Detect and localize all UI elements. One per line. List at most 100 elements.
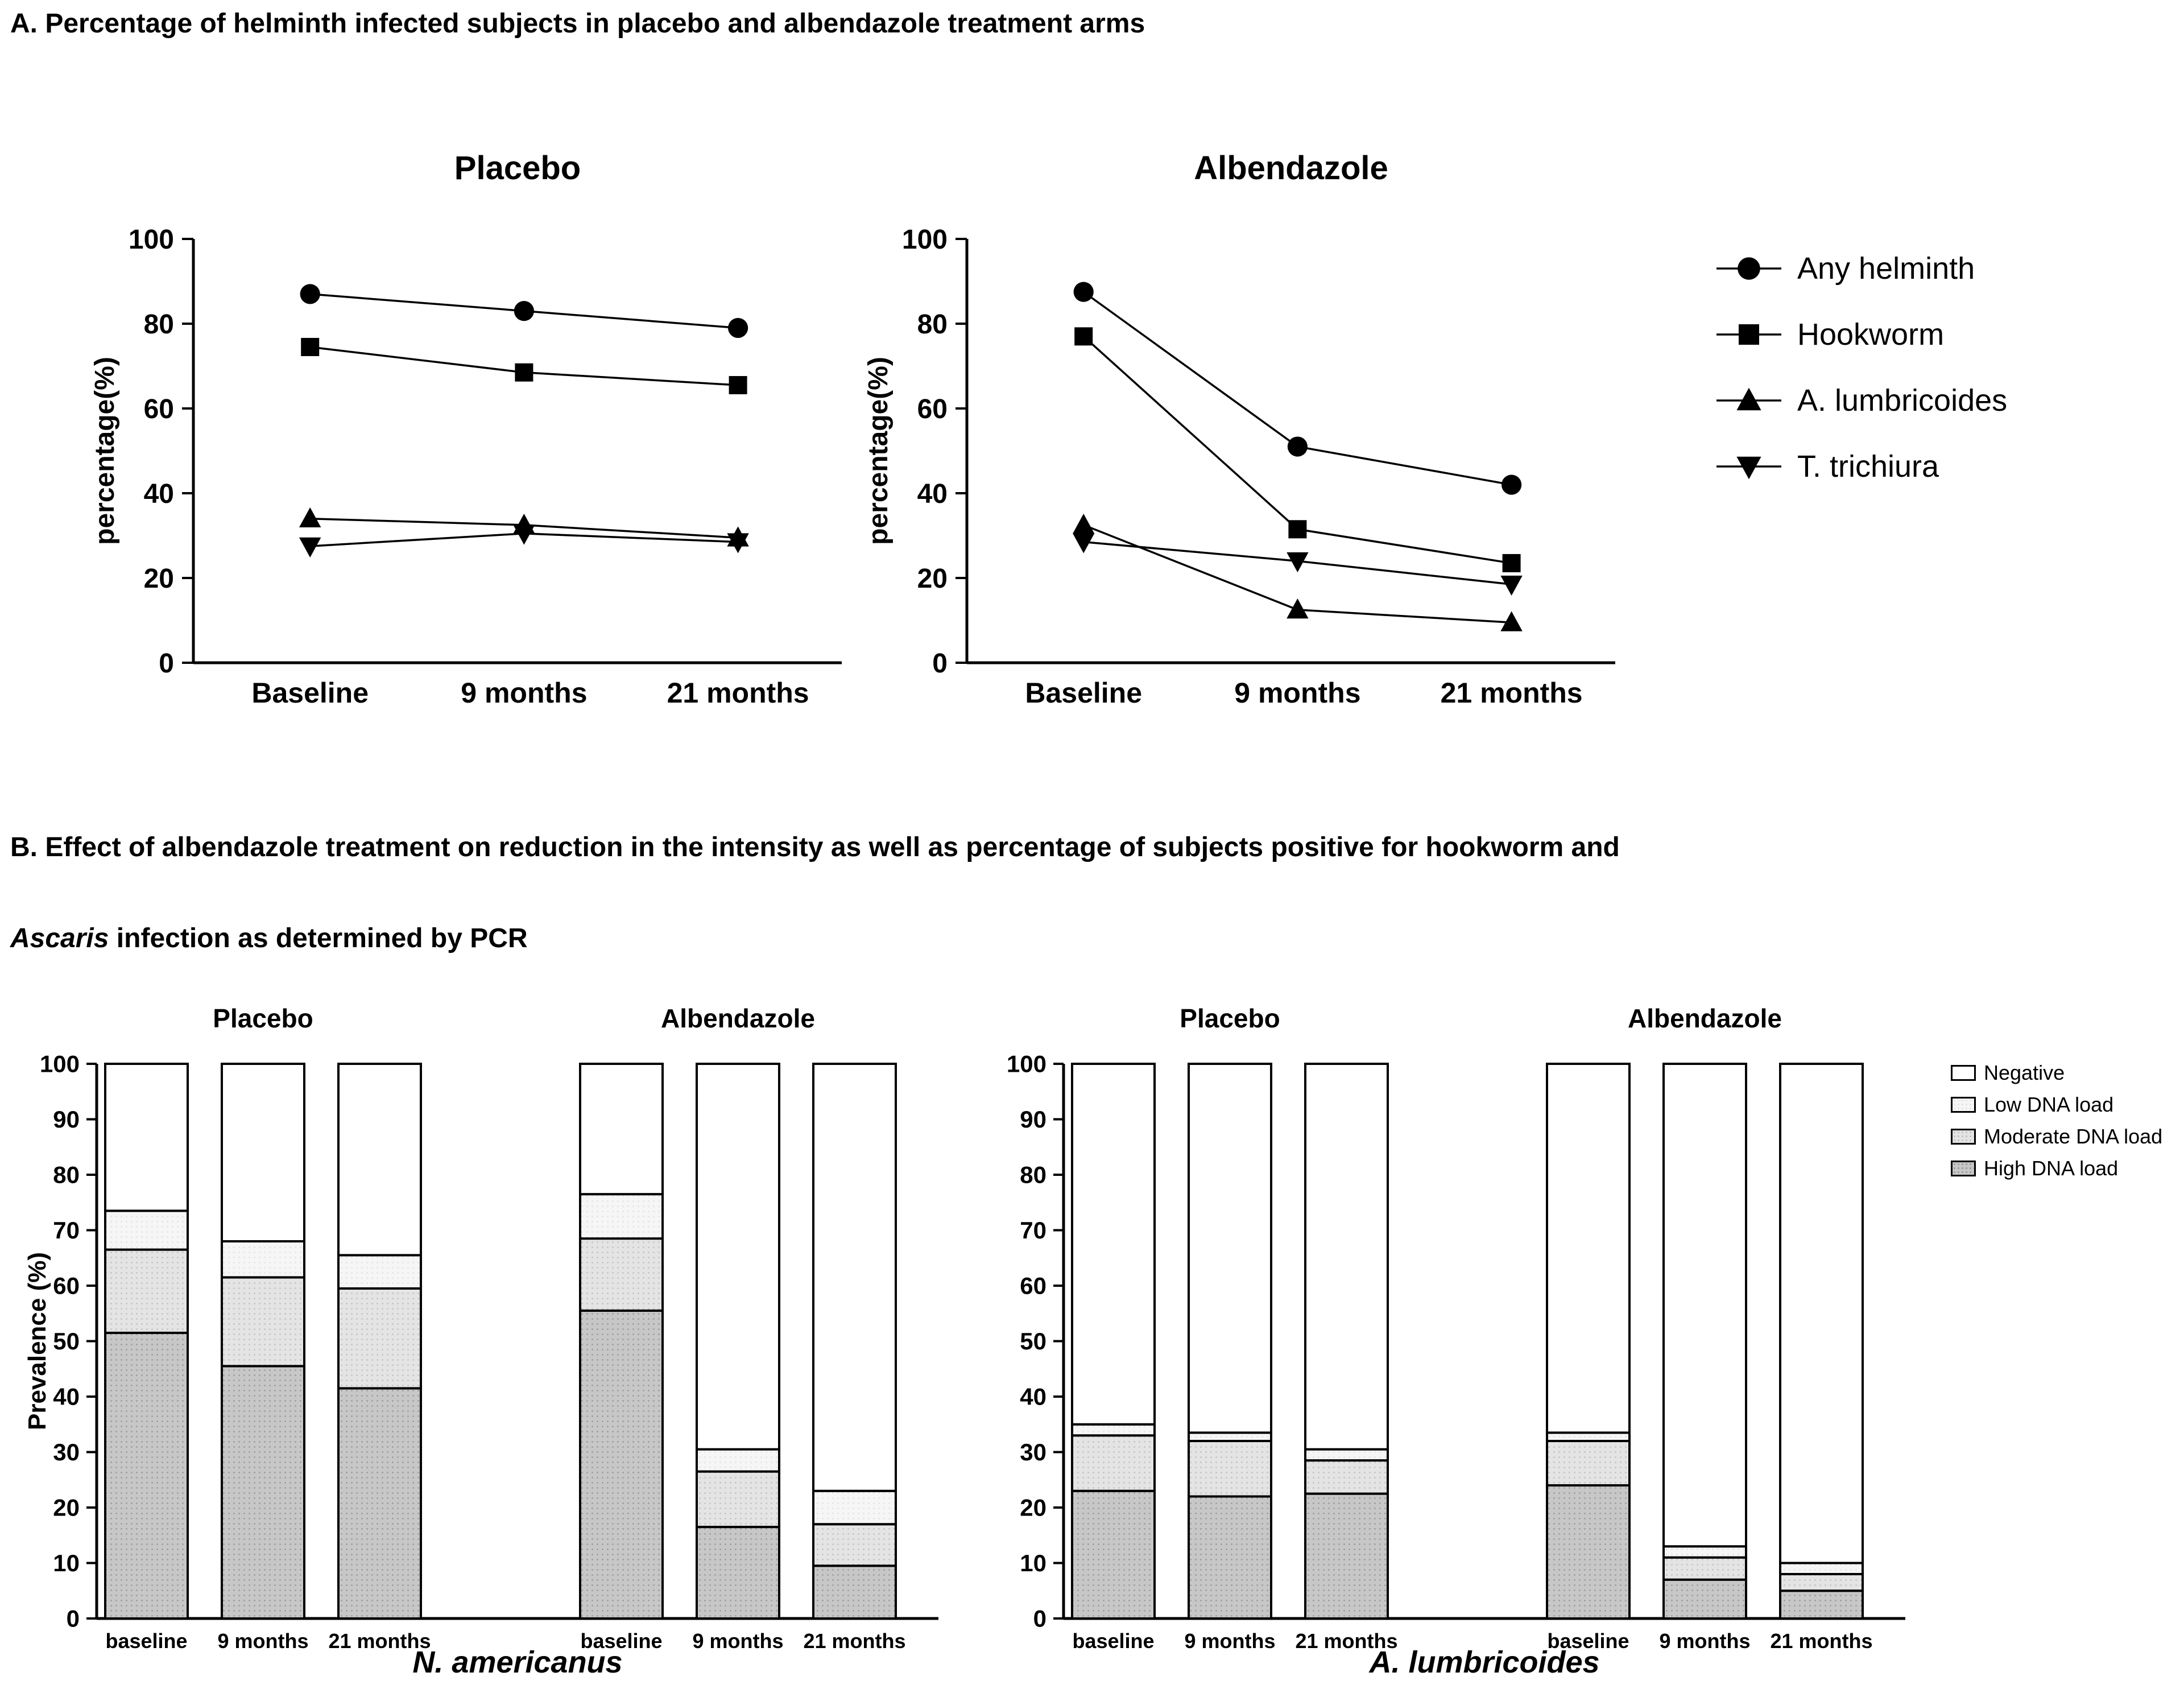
y-axis-label: Prevalence (%) xyxy=(23,1252,51,1430)
y-tick-label: 20 xyxy=(144,564,174,594)
triangle-down-legend-marker xyxy=(1716,456,1781,480)
marker-triangle-up xyxy=(299,507,321,528)
series-any-helminth xyxy=(1073,282,1522,495)
y-tick-label: 30 xyxy=(53,1439,80,1465)
y-tick-label: 70 xyxy=(1020,1217,1046,1244)
y-tick-label: 100 xyxy=(1007,1051,1046,1077)
marker-triangle-down xyxy=(727,533,749,554)
x-tick-label: 9 months xyxy=(1234,677,1360,709)
legend-label: High DNA load xyxy=(1984,1157,2119,1180)
segment-negative xyxy=(1779,1063,1864,1564)
y-tick-label: 0 xyxy=(932,649,948,679)
marker-circle xyxy=(300,284,320,304)
marker-circle xyxy=(1502,474,1522,495)
segment-high xyxy=(812,1564,897,1620)
segment-negative xyxy=(812,1063,897,1492)
marker-circle xyxy=(1738,257,1760,280)
y-tick-label: 80 xyxy=(917,309,948,340)
x-tick-label: baseline xyxy=(1072,1629,1154,1653)
panel-a-legend: Any helminth Hookworm A. lumbricoides T. tr… xyxy=(1712,250,2007,485)
segment-high xyxy=(221,1365,305,1620)
legend-item-high: High DNA load xyxy=(1951,1157,2162,1180)
x-tick-label: baseline xyxy=(1547,1629,1629,1653)
segment-high xyxy=(579,1309,664,1620)
legend-item-a-lumbricoides: A. lumbricoides xyxy=(1712,382,2007,419)
y-tick-label: 70 xyxy=(53,1217,80,1244)
segment-moderate xyxy=(1779,1573,1864,1592)
square-legend-marker xyxy=(1716,324,1781,345)
legend-item-any-helminth: Any helminth xyxy=(1712,250,2007,287)
x-tick-label: 9 months xyxy=(692,1629,783,1653)
stacked-bar-chart-a-lumbricoides: 0 10 20 30 40 50 60 70 80 90 100 Placebo baseline 9 m… xyxy=(1007,1004,1905,1679)
circle-legend-marker xyxy=(1716,257,1781,280)
marker-square xyxy=(1739,324,1759,345)
legend-item-moderate: Moderate DNA load xyxy=(1951,1125,2162,1149)
y-tick-label: 60 xyxy=(53,1273,80,1299)
segment-negative xyxy=(1662,1063,1747,1548)
y-tick-label: 60 xyxy=(144,394,174,424)
marker-square xyxy=(1502,554,1521,572)
segment-low xyxy=(1304,1448,1389,1462)
segment-low xyxy=(579,1193,664,1240)
segment-low xyxy=(1071,1423,1156,1437)
y-tick-label: 60 xyxy=(917,394,948,424)
panel-a-title: A. Percentage of helminth infected subje… xyxy=(10,9,1145,39)
x-tick-label: 21 months xyxy=(803,1629,905,1653)
bar-albendazole-21-months xyxy=(812,1063,897,1620)
y-tick-label: 100 xyxy=(902,225,948,255)
segment-high xyxy=(1188,1495,1272,1620)
y-tick-label: 100 xyxy=(40,1051,80,1077)
legend-label: Any helminth xyxy=(1797,251,1975,286)
legend-swatch-low xyxy=(1951,1097,1976,1113)
group-title: Placebo xyxy=(1180,1004,1280,1033)
y-tick-label: 80 xyxy=(53,1162,80,1188)
segment-moderate xyxy=(579,1237,664,1312)
chart-title: Placebo xyxy=(454,150,581,187)
bar-albendazole-baseline xyxy=(1546,1063,1631,1620)
segment-low xyxy=(104,1209,189,1251)
segment-moderate xyxy=(221,1276,305,1368)
series-t-trichiura xyxy=(299,525,749,558)
y-tick-label: 20 xyxy=(53,1494,80,1521)
segment-moderate xyxy=(1304,1459,1389,1495)
group-title: Albendazole xyxy=(661,1004,815,1033)
segment-low xyxy=(1546,1431,1631,1442)
y-axis-label: percentage(%) xyxy=(90,357,120,545)
segment-low xyxy=(1188,1431,1272,1442)
segment-moderate xyxy=(1188,1440,1272,1498)
legend-item-low: Low DNA load xyxy=(1951,1093,2162,1117)
marker-square xyxy=(729,376,747,395)
x-axis-label: A. lumbricoides xyxy=(1368,1645,1599,1679)
marker-triangle-down xyxy=(299,537,321,558)
y-tick-label: 90 xyxy=(1020,1106,1046,1133)
marker-square xyxy=(1074,327,1093,346)
marker-triangle-down xyxy=(1736,456,1761,480)
y-tick-label: 50 xyxy=(1020,1328,1046,1355)
legend-label: T. trichiura xyxy=(1797,449,1939,484)
chart-title: Albendazole xyxy=(1194,150,1388,187)
legend-label: Low DNA load xyxy=(1984,1093,2114,1116)
triangle-up-legend-marker xyxy=(1716,387,1781,411)
y-tick-label: 80 xyxy=(1020,1162,1046,1188)
segment-low xyxy=(337,1254,422,1290)
bar-placebo-baseline xyxy=(104,1063,189,1620)
segment-negative xyxy=(579,1063,664,1196)
legend-swatch-moderate xyxy=(1951,1129,1976,1145)
legend-label: Hookworm xyxy=(1797,317,1945,352)
marker-square xyxy=(515,363,533,382)
segment-high xyxy=(1779,1589,1864,1620)
marker-triangle-down xyxy=(513,525,535,545)
marker-triangle-up xyxy=(1736,387,1761,411)
segment-negative xyxy=(1546,1063,1631,1434)
x-tick-label: 21 months xyxy=(667,677,809,709)
legend-item-negative: Negative xyxy=(1951,1061,2162,1085)
y-tick-label: 30 xyxy=(1020,1439,1046,1465)
group-title: Placebo xyxy=(213,1004,313,1033)
segment-low xyxy=(221,1240,305,1279)
x-tick-label: baseline xyxy=(105,1629,187,1653)
y-tick-label: 60 xyxy=(1020,1273,1046,1299)
panel-b-title-line2: Ascaris infection as determined by PCR xyxy=(10,923,528,954)
segment-moderate xyxy=(104,1248,189,1334)
y-tick-label: 0 xyxy=(159,649,174,679)
x-tick-label: 9 months xyxy=(1184,1629,1275,1653)
